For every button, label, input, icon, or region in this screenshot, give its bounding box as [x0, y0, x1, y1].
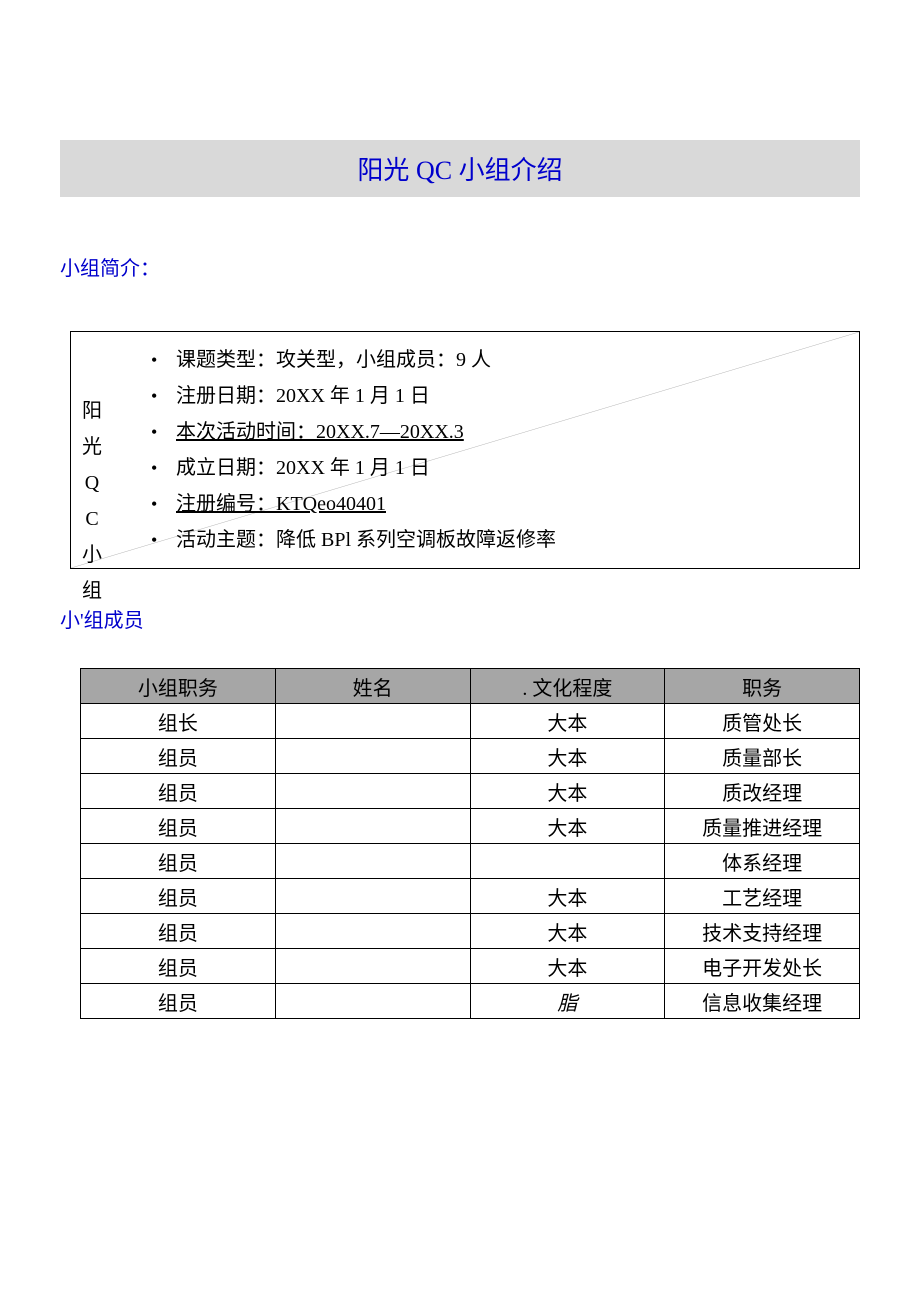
- table-row: 组员 大本技术支持经理: [81, 914, 860, 949]
- table-cell: 大本: [470, 704, 665, 739]
- table-cell: 质量推进经理: [665, 809, 860, 844]
- table-cell: 组长: [81, 704, 276, 739]
- info-box-wrapper: 阳 光 Q C 小 组 课题类型：攻关型，小组成员：9 人 注册日期：20XX …: [70, 331, 860, 569]
- table-cell: 大本: [470, 879, 665, 914]
- vlabel-char: 小: [82, 537, 102, 573]
- table-cell: 大本: [470, 949, 665, 984]
- vlabel-char: 光: [82, 429, 102, 465]
- table-row: 组员 大本工艺经理: [81, 879, 860, 914]
- section-intro-label: 小组简介：: [60, 252, 860, 281]
- table-cell: 组员: [81, 809, 276, 844]
- title-banner: 阳光 QC 小组介绍: [60, 140, 860, 197]
- table-cell: [470, 844, 665, 879]
- members-table: 小组职务 姓名 . 文化程度 职务 组长大本质管处长组员大本质量部长组员大本质改…: [80, 668, 860, 1019]
- table-cell: 大本: [470, 774, 665, 809]
- table-cell: 大本: [470, 809, 665, 844]
- table-cell: 组员: [81, 844, 276, 879]
- vlabel-char: 阳: [82, 393, 102, 429]
- table-cell: 体系经理: [665, 844, 860, 879]
- table-row: 组员 大本质量推进经理: [81, 809, 860, 844]
- info-box: 课题类型：攻关型，小组成员：9 人 注册日期：20XX 年 1 月 1 日 本次…: [70, 331, 860, 569]
- info-list: 课题类型：攻关型，小组成员：9 人 注册日期：20XX 年 1 月 1 日 本次…: [151, 342, 859, 558]
- vlabel-char: Q: [82, 465, 102, 501]
- members-section-label: 小'组成员: [60, 604, 860, 633]
- table-header: 姓名: [275, 669, 470, 704]
- table-row: 组员 大本质改经理: [81, 774, 860, 809]
- table-row: 组长 大本质管处长: [81, 704, 860, 739]
- table-row: 组员 脂信息收集经理: [81, 984, 860, 1019]
- table-cell: 电子开发处长: [665, 949, 860, 984]
- table-row: 组员 大本质量部长: [81, 739, 860, 774]
- table-cell: 质改经理: [665, 774, 860, 809]
- info-item: 成立日期：20XX 年 1 月 1 日: [151, 450, 859, 486]
- table-cell: [275, 809, 470, 844]
- info-item: 活动主题：降低 BPl 系列空调板故障返修率: [151, 522, 859, 558]
- table-body: 组长大本质管处长组员大本质量部长组员大本质改经理组员大本质量推进经理组员体系经理…: [81, 704, 860, 1019]
- table-cell: 组员: [81, 879, 276, 914]
- info-item: 注册日期：20XX 年 1 月 1 日: [151, 378, 859, 414]
- table-header: 小组职务: [81, 669, 276, 704]
- table-cell: [275, 914, 470, 949]
- table-cell: 质量部长: [665, 739, 860, 774]
- table-cell: [275, 774, 470, 809]
- table-cell: 质管处长: [665, 704, 860, 739]
- info-item: 课题类型：攻关型，小组成员：9 人: [151, 342, 859, 378]
- table-header: 职务: [665, 669, 860, 704]
- table-cell: 大本: [470, 739, 665, 774]
- table-row: 组员 体系经理: [81, 844, 860, 879]
- table-cell: 组员: [81, 984, 276, 1019]
- table-cell: 组员: [81, 949, 276, 984]
- table-cell: 组员: [81, 774, 276, 809]
- table-cell: [275, 879, 470, 914]
- table-row: 组员 大本电子开发处长: [81, 949, 860, 984]
- info-item: 本次活动时间：20XX.7—20XX.3: [151, 414, 859, 450]
- table-cell: 脂: [470, 984, 665, 1019]
- title-text: 阳光 QC 小组介绍: [357, 156, 562, 185]
- table-header: . 文化程度: [470, 669, 665, 704]
- table-cell: [275, 984, 470, 1019]
- info-item: 注册编号：KTQeo40401: [151, 486, 859, 522]
- table-cell: 大本: [470, 914, 665, 949]
- table-cell: 信息收集经理: [665, 984, 860, 1019]
- vlabel-char: 组: [82, 573, 102, 609]
- table-header-row: 小组职务 姓名 . 文化程度 职务: [81, 669, 860, 704]
- vertical-group-label: 阳 光 Q C 小 组: [82, 393, 102, 609]
- table-cell: 组员: [81, 914, 276, 949]
- table-cell: [275, 739, 470, 774]
- page-container: 阳光 QC 小组介绍 小组简介： 阳 光 Q C 小 组 课题类型：攻关型，小组…: [0, 0, 920, 1019]
- table-cell: 组员: [81, 739, 276, 774]
- members-table-wrapper: 小组职务 姓名 . 文化程度 职务 组长大本质管处长组员大本质量部长组员大本质改…: [80, 668, 860, 1019]
- table-cell: [275, 704, 470, 739]
- table-cell: [275, 844, 470, 879]
- table-cell: [275, 949, 470, 984]
- vlabel-char: C: [82, 501, 102, 537]
- table-cell: 技术支持经理: [665, 914, 860, 949]
- table-cell: 工艺经理: [665, 879, 860, 914]
